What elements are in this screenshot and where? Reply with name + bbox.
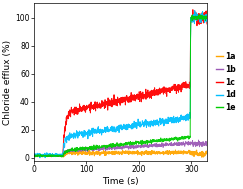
X-axis label: Time (s): Time (s)	[102, 177, 139, 186]
Legend: 1a, 1b, 1c, 1d, 1e: 1a, 1b, 1c, 1d, 1e	[213, 49, 239, 115]
Y-axis label: Chloride efflux (%): Chloride efflux (%)	[3, 40, 12, 125]
